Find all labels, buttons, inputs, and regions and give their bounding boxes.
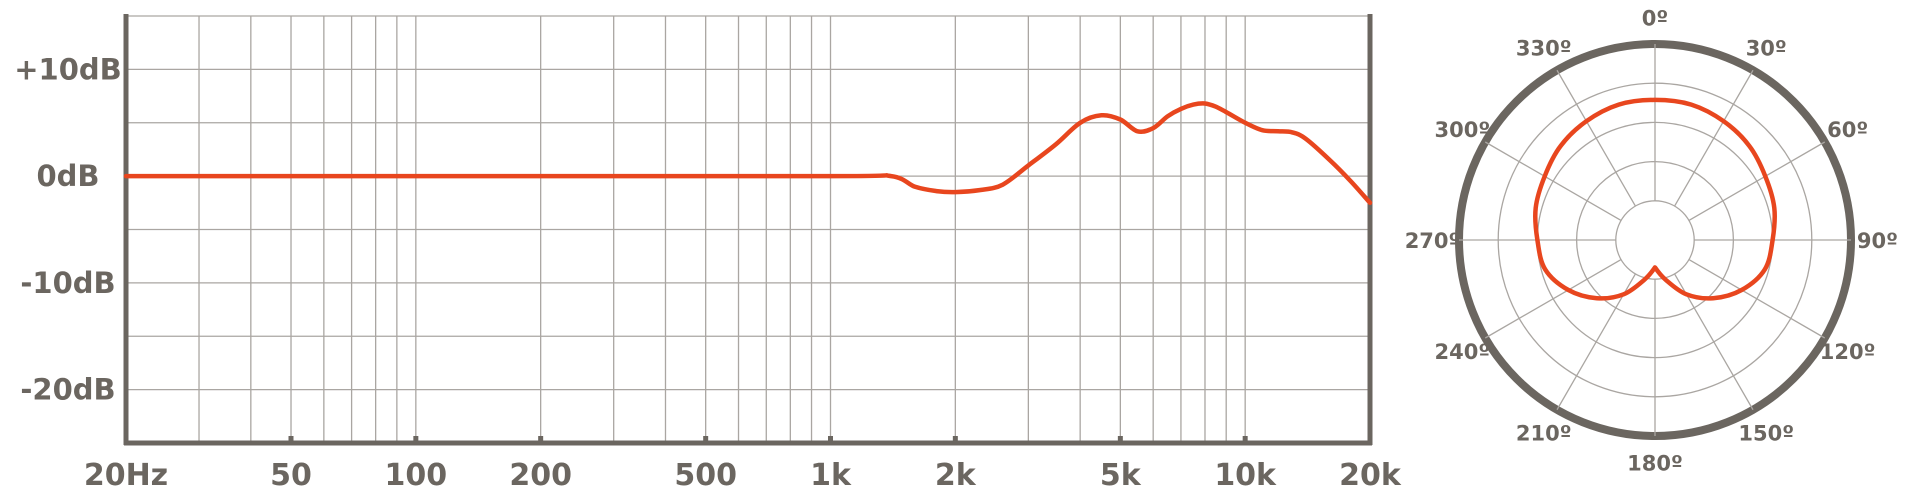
polar-grid xyxy=(1455,40,1855,440)
polar-pattern-curve xyxy=(1532,97,1778,301)
polar-angle-label: 30º xyxy=(1746,36,1787,60)
frequency-tick-label: 10k xyxy=(1214,458,1277,493)
polar-angle-label: 300º xyxy=(1435,118,1491,142)
polar-spoke xyxy=(1688,141,1826,221)
polar-angle-label: 90º xyxy=(1857,229,1898,253)
frequency-response-grid xyxy=(126,15,1370,443)
polar-pattern-chart: 0º 30º 60º 90º 120º 150º 180º 210º 240º 270º 300º 3… xyxy=(1405,7,1898,476)
polar-angle-label: 120º xyxy=(1820,340,1876,364)
frequency-tick-label: 50 xyxy=(270,458,312,493)
frequency-tick-label: 5k xyxy=(1100,458,1142,493)
polar-spoke xyxy=(1484,259,1622,339)
polar-angle-labels: 0º 30º 60º 90º 120º 150º 180º 210º 240º 270º 300º 3… xyxy=(1405,7,1898,476)
polar-pattern-series xyxy=(1532,97,1778,301)
frequency-tick-label: 1k xyxy=(810,458,852,493)
frequency-tick-label: 2k xyxy=(935,458,977,493)
polar-angle-label: 210º xyxy=(1516,422,1572,446)
frequency-tick-label: 500 xyxy=(674,458,737,493)
polar-spoke xyxy=(1688,259,1826,339)
polar-angle-label: 60º xyxy=(1827,118,1868,142)
level-tick-label: +10dB xyxy=(14,52,122,86)
frequency-tick-label: 20Hz xyxy=(84,458,168,493)
polar-spoke xyxy=(1674,69,1754,207)
polar-angle-label: 0º xyxy=(1642,7,1668,31)
level-tick-label: 0dB xyxy=(36,159,99,193)
level-axis-labels: +10dB 0dB -10dB -20dB xyxy=(14,52,122,406)
polar-angle-label: 180º xyxy=(1627,451,1683,475)
polar-spoke xyxy=(1484,141,1622,221)
polar-angle-label: 270º xyxy=(1405,229,1461,253)
frequency-response-curve xyxy=(123,101,1373,206)
polar-spoke xyxy=(1556,69,1636,207)
level-tick-label: -10dB xyxy=(20,266,115,300)
frequency-tick-label: 100 xyxy=(385,458,448,493)
frequency-axis-labels: 20Hz 50 100 200 500 1k 2k 5k 10k 20k xyxy=(84,458,1402,493)
polar-angle-label: 150º xyxy=(1738,422,1794,446)
frequency-response-chart: 20Hz 50 100 200 500 1k 2k 5k 10k 20k +10dB 0dB -10d… xyxy=(14,14,1402,493)
frequency-tick-label: 200 xyxy=(509,458,572,493)
polar-angle-label: 330º xyxy=(1516,36,1572,60)
level-tick-label: -20dB xyxy=(20,373,115,407)
frequency-response-axes xyxy=(123,14,1373,446)
frequency-response-series xyxy=(123,101,1373,206)
polar-angle-label: 240º xyxy=(1435,340,1491,364)
frequency-tick-label: 20k xyxy=(1339,458,1402,493)
